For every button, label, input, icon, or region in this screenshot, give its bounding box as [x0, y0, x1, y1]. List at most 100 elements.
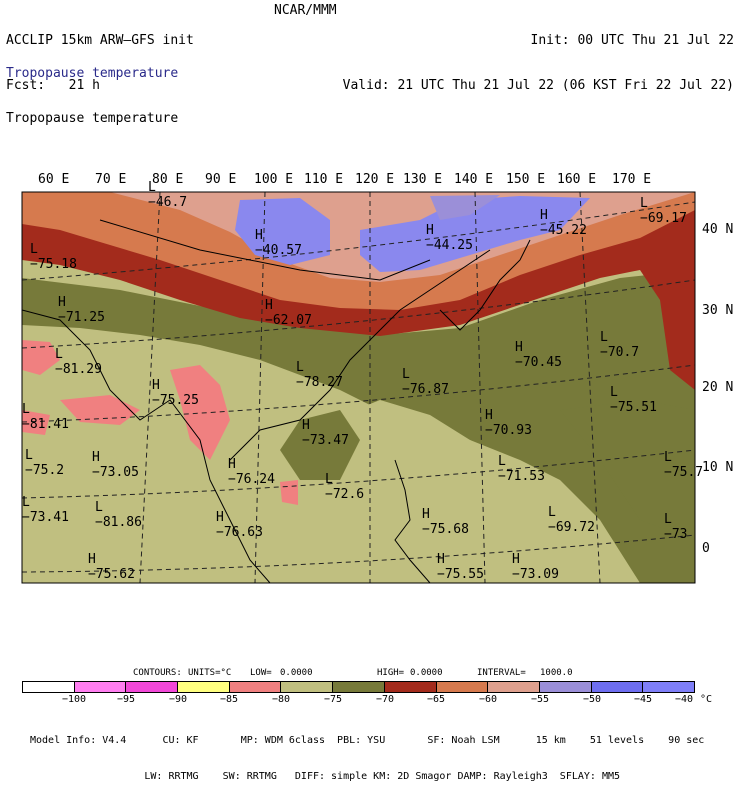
low-value: 0.0000	[280, 668, 313, 678]
low-marker: L −75.7	[664, 450, 704, 480]
high-marker: H −73.47	[302, 418, 349, 448]
graticule	[22, 192, 695, 583]
model-info: Model Info: V4.4 CU: KF MP: WDM 6class P…	[30, 711, 704, 795]
cb-label: −50	[582, 694, 602, 705]
high-marker: H −70.93	[485, 408, 532, 438]
low-marker: L −73.41	[22, 495, 69, 525]
cb-unit-label: °C	[699, 694, 713, 705]
fill-olive-east	[560, 400, 695, 540]
cb-label: −45	[633, 694, 653, 705]
low-marker: L −71.53	[498, 454, 545, 484]
high-marker: H −73.09	[512, 552, 559, 582]
color-bar-swatch	[228, 681, 281, 693]
variable-title-contour: Tropopause temperature	[6, 111, 179, 126]
low-label: LOW=	[250, 668, 272, 678]
low-marker: L −75.2	[25, 448, 65, 478]
map-frame	[21, 191, 696, 584]
color-bar	[22, 681, 695, 693]
forecast-hour: Fcst: 21 h	[6, 78, 100, 93]
high-marker: H −76.24	[228, 457, 275, 487]
color-bar-swatch	[177, 681, 229, 693]
low-marker: L −72.6	[325, 472, 365, 502]
lon-label: 70 E	[95, 172, 127, 187]
low-marker: L −78.27	[296, 360, 343, 390]
low-marker: L −69.17	[640, 196, 687, 226]
fill-pink-5	[280, 480, 298, 505]
cb-label: −90	[168, 694, 188, 705]
units-label: UNITS=°C	[188, 668, 232, 678]
low-marker: L −69.72	[548, 505, 595, 535]
color-bar-swatch	[435, 681, 488, 693]
map-panel: 60 E 70 E 80 E 90 E 100 E 110 E 120 E 13…	[0, 160, 740, 600]
high-marker: H −73.05	[92, 450, 139, 480]
cb-label: −60	[478, 694, 498, 705]
fill-violet-west	[235, 198, 330, 265]
color-bar-swatch	[125, 681, 178, 693]
color-bar-swatch	[487, 681, 539, 693]
lon-label: 170 E	[612, 172, 652, 187]
fill-olive	[22, 270, 695, 583]
low-marker: L −75.18	[30, 242, 77, 272]
contours-label: CONTOURS:	[133, 668, 182, 678]
lat-label: 10 N	[702, 460, 734, 475]
lat-label: 40 N	[702, 222, 734, 237]
color-bar-swatch	[22, 681, 74, 693]
color-bar-swatch	[332, 681, 384, 693]
cb-label: −75	[323, 694, 343, 705]
low-marker: L −81.29	[55, 347, 102, 377]
model-info-line-2: LW: RRTMG SW: RRTMG DIFF: simple KM: 2D …	[30, 771, 621, 782]
cb-label: −85	[219, 694, 239, 705]
fill-lavender	[430, 195, 500, 220]
tropopause-map	[21, 191, 696, 584]
high-marker: H −62.07	[265, 298, 312, 328]
lon-label: 160 E	[557, 172, 597, 187]
run-title: ACCLIP 15km ARW–GFS init	[6, 33, 194, 48]
color-bar-swatch	[280, 681, 333, 693]
lon-label: 90 E	[205, 172, 237, 187]
color-bar-swatch	[590, 681, 643, 693]
interval-value: 1000.0	[540, 668, 573, 678]
valid-times: Init: 00 UTC Thu 21 Jul 22 Valid: 21 UTC…	[322, 3, 734, 108]
low-marker: L −46.7	[148, 180, 188, 210]
low-marker: L −73	[664, 512, 688, 542]
high-label: HIGH=	[377, 668, 405, 678]
low-marker: L −81.41	[22, 402, 69, 432]
cb-label: −70	[375, 694, 395, 705]
variable-titles: Tropopause temperature Tropopause temper…	[6, 36, 178, 141]
high-marker: H −71.25	[58, 295, 105, 325]
lon-label: 100 E	[254, 172, 294, 187]
cb-label: −65	[426, 694, 446, 705]
lon-label: 130 E	[403, 172, 443, 187]
center-title: NCAR/MMM	[274, 3, 337, 18]
fill-pink-4	[22, 410, 50, 435]
low-marker: L −75.51	[610, 385, 657, 415]
lat-label: 0	[702, 541, 710, 556]
high-value: 0.0000	[410, 668, 443, 678]
lon-label: 150 E	[506, 172, 546, 187]
low-marker: L −76.87	[402, 367, 449, 397]
coastlines	[22, 219, 531, 583]
color-bar-swatch	[73, 681, 126, 693]
cb-label: −95	[116, 694, 136, 705]
high-marker: H −75.55	[437, 552, 484, 582]
cb-label: −100	[61, 694, 87, 705]
lon-label: 80 E	[152, 172, 184, 187]
valid-time: Valid: 21 UTC Thu 21 Jul 22 (06 KST Fri …	[342, 78, 734, 93]
color-bar-swatch	[642, 681, 695, 693]
fill-pink-3	[60, 395, 140, 425]
color-bar-labels: −100 −95 −90 −85 −80 −75 −70 −65 −60 −55…	[0, 694, 740, 706]
fill-olive-south	[280, 410, 360, 480]
fill-violet-east	[360, 196, 590, 272]
high-marker: H −70.45	[515, 340, 562, 370]
lon-label: 110 E	[304, 172, 344, 187]
high-marker: H −40.57	[255, 228, 302, 258]
cb-label: −80	[271, 694, 291, 705]
init-time: Init: 00 UTC Thu 21 Jul 22	[530, 33, 735, 48]
model-title: ACCLIP 15km ARW–GFS init Fcst: 21 h	[6, 3, 194, 108]
high-marker: H −75.62	[88, 552, 135, 582]
model-info-line-1: Model Info: V4.4 CU: KF MP: WDM 6class P…	[30, 735, 705, 746]
high-marker: H −75.68	[422, 507, 469, 537]
lat-label: 20 N	[702, 380, 734, 395]
fill-khaki-south	[330, 400, 640, 583]
high-marker: H −75.25	[152, 378, 199, 408]
